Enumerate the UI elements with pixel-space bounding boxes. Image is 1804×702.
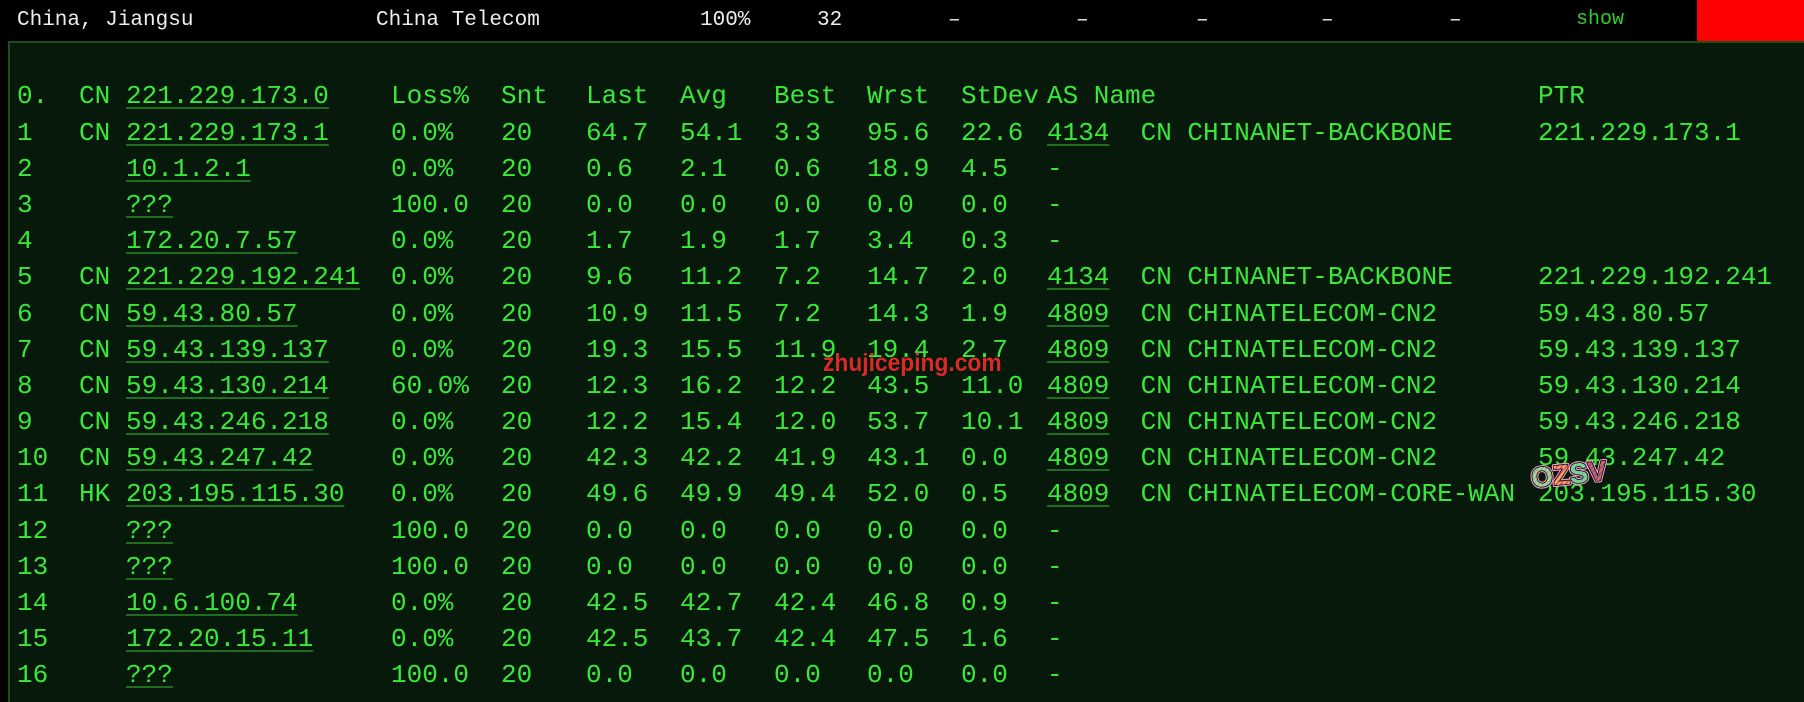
svg-text:OZSV: OZSV (1530, 455, 1609, 494)
